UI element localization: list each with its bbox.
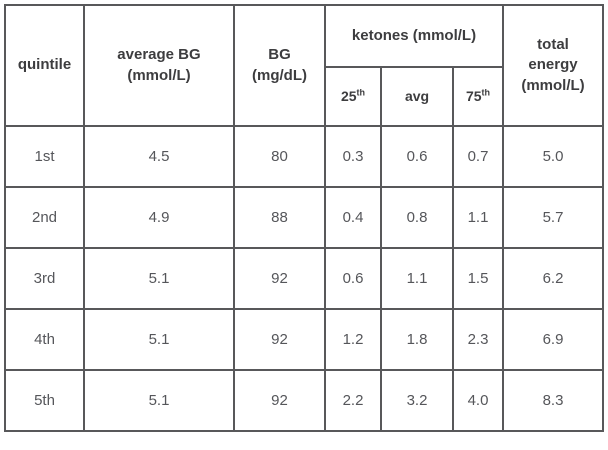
cell-bg-mgdl: 80 — [233, 125, 326, 188]
cell-ketones-25th: 2.2 — [324, 369, 382, 432]
col-header-25-sup: th — [356, 87, 366, 98]
cell-ketones-25th: 0.3 — [324, 125, 382, 188]
cell-ketones-75th: 0.7 — [451, 125, 505, 188]
col-header-average-bg: average BG (mmol/L) — [83, 4, 235, 127]
cell-bg-mgdl: 92 — [233, 369, 326, 432]
cell-quintile: 3rd — [4, 247, 85, 310]
cell-quintile: 4th — [4, 308, 85, 371]
cell-average-bg: 5.1 — [83, 369, 235, 432]
table-row-quintile-3: 3rd 5.1 92 0.6 1.1 1.5 6.2 — [4, 247, 605, 310]
cell-ketones-25th: 0.4 — [324, 186, 382, 249]
cell-quintile: 5th — [4, 369, 85, 432]
cell-ketones-avg: 3.2 — [380, 369, 454, 432]
table-row-quintile-1: 1st 4.5 80 0.3 0.6 0.7 5.0 — [4, 125, 605, 188]
cell-total-energy: 5.0 — [502, 125, 605, 188]
cell-ketones-75th: 1.5 — [451, 247, 505, 310]
cell-ketones-25th: 0.6 — [324, 247, 382, 310]
cell-total-energy: 6.9 — [502, 308, 605, 371]
col-header-ketones-group: ketones (mmol/L) — [323, 4, 505, 68]
cell-bg-mgdl: 88 — [233, 186, 326, 249]
cell-total-energy: 5.7 — [502, 186, 605, 249]
cell-ketones-75th: 2.3 — [451, 308, 505, 371]
cell-ketones-avg: 0.6 — [380, 125, 454, 188]
header-row-sub: 25th avg 75th — [5, 66, 603, 127]
col-header-75-base: 75 — [465, 88, 482, 105]
table-row-quintile-2: 2nd 4.9 88 0.4 0.8 1.1 5.7 — [4, 186, 605, 249]
cell-ketones-25th: 1.2 — [324, 308, 382, 371]
col-header-25-base: 25 — [340, 88, 357, 105]
cell-average-bg: 4.5 — [83, 125, 235, 188]
cell-ketones-75th: 4.0 — [451, 369, 505, 432]
cell-average-bg: 5.1 — [83, 247, 235, 310]
quintile-bg-ketones-table: quintile average BG (mmol/L) BG (mg/dL) … — [4, 4, 605, 432]
cell-average-bg: 5.1 — [83, 308, 235, 371]
cell-bg-mgdl: 92 — [233, 308, 326, 371]
col-header-ketones-25th: 25th — [324, 66, 382, 127]
cell-ketones-avg: 1.8 — [380, 308, 454, 371]
col-header-ketones-avg: avg — [380, 66, 454, 127]
col-header-75-sup: th — [481, 87, 491, 98]
cell-quintile: 2nd — [4, 186, 85, 249]
cell-total-energy: 6.2 — [502, 247, 605, 310]
col-header-total-energy: total energy (mmol/L) — [502, 4, 605, 127]
cell-total-energy: 8.3 — [502, 369, 605, 432]
cell-quintile: 1st — [4, 125, 85, 188]
cell-ketones-avg: 0.8 — [380, 186, 454, 249]
table-row-quintile-5: 5th 5.1 92 2.2 3.2 4.0 8.3 — [4, 369, 605, 432]
col-header-bg-mgdl: BG (mg/dL) — [233, 4, 326, 127]
col-header-ketones-75th: 75th — [451, 66, 505, 127]
cell-bg-mgdl: 92 — [233, 247, 326, 310]
cell-ketones-75th: 1.1 — [451, 186, 505, 249]
cell-average-bg: 4.9 — [83, 186, 235, 249]
col-header-quintile: quintile — [4, 4, 85, 127]
cell-ketones-avg: 1.1 — [380, 247, 454, 310]
table-row-quintile-4: 4th 5.1 92 1.2 1.8 2.3 6.9 — [4, 308, 605, 371]
header-row-top: quintile average BG (mmol/L) BG (mg/dL) … — [4, 4, 605, 127]
